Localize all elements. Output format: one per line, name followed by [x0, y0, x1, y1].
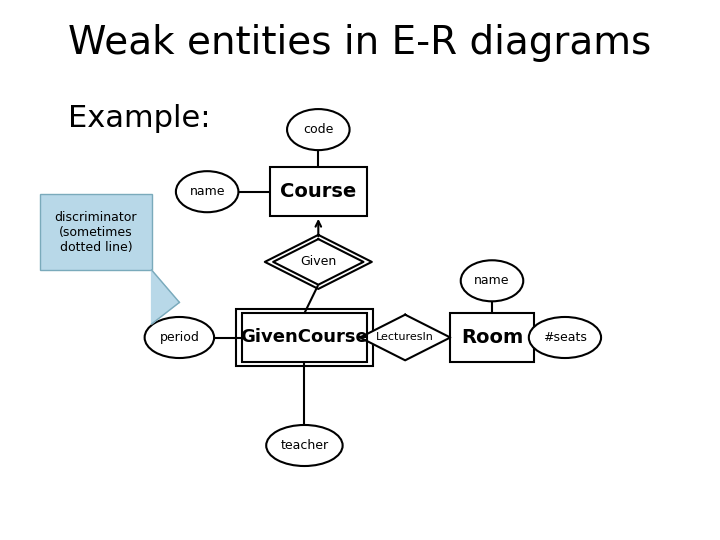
Text: name: name: [189, 185, 225, 198]
Polygon shape: [273, 239, 364, 285]
Ellipse shape: [145, 317, 214, 358]
Text: Given: Given: [300, 255, 336, 268]
Ellipse shape: [266, 425, 343, 466]
Text: period: period: [159, 331, 199, 344]
FancyBboxPatch shape: [40, 194, 152, 270]
Text: discriminator
(sometimes
dotted line): discriminator (sometimes dotted line): [55, 211, 138, 254]
Text: GivenCourse: GivenCourse: [240, 328, 369, 347]
FancyBboxPatch shape: [450, 313, 534, 362]
Text: teacher: teacher: [280, 439, 328, 452]
FancyBboxPatch shape: [242, 313, 367, 362]
Polygon shape: [152, 270, 179, 324]
Text: Room: Room: [461, 328, 523, 347]
Text: Weak entities in E-R diagrams: Weak entities in E-R diagrams: [68, 24, 652, 62]
FancyBboxPatch shape: [270, 167, 367, 216]
Text: Example:: Example:: [68, 104, 211, 133]
Text: name: name: [474, 274, 510, 287]
Ellipse shape: [176, 171, 238, 212]
Ellipse shape: [287, 109, 350, 150]
Text: code: code: [303, 123, 333, 136]
Ellipse shape: [528, 317, 601, 358]
Text: LecturesIn: LecturesIn: [377, 333, 434, 342]
Ellipse shape: [461, 260, 523, 301]
Polygon shape: [360, 315, 450, 360]
Text: #seats: #seats: [543, 331, 587, 344]
Text: Course: Course: [280, 182, 356, 201]
